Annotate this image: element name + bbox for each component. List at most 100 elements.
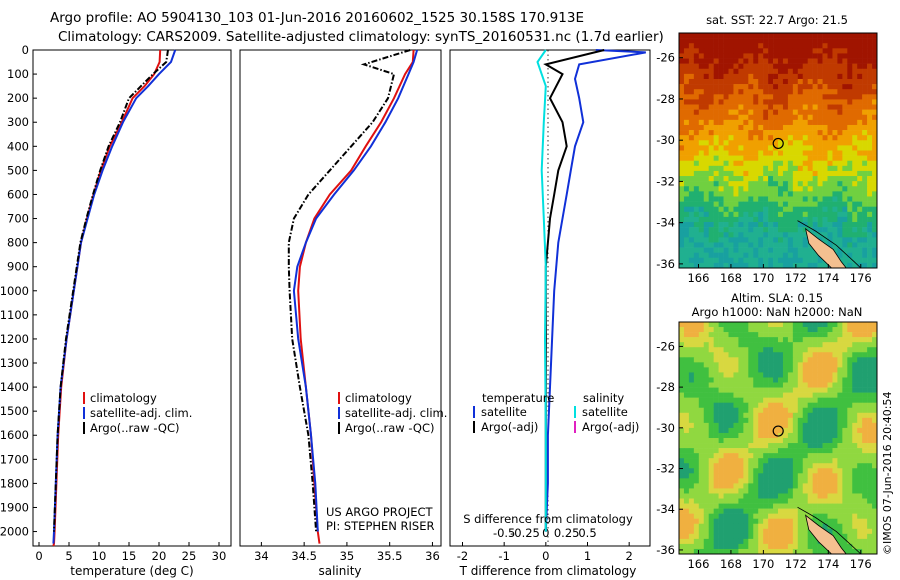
- map-cell: [837, 342, 843, 348]
- map-cell: [748, 518, 754, 525]
- map-cell: [773, 342, 779, 348]
- map-cell: [867, 43, 873, 49]
- map-cell: [763, 68, 769, 75]
- map-cell: [723, 503, 729, 509]
- map-cell: [847, 463, 853, 469]
- map-cell: [812, 412, 818, 419]
- map-cell: [872, 458, 878, 464]
- map-cell: [708, 196, 714, 202]
- map-cell: [768, 478, 774, 484]
- map-cell: [723, 104, 729, 110]
- sst-heatmap: [679, 33, 878, 269]
- map-cell: [807, 206, 813, 213]
- map-cell: [822, 33, 828, 39]
- map-cell: [852, 68, 858, 75]
- map-cell: [837, 453, 843, 459]
- map-cell: [753, 332, 759, 338]
- map-cell: [842, 206, 848, 213]
- map-cell: [807, 342, 813, 348]
- map-cell: [792, 332, 799, 338]
- map-cell: [758, 160, 764, 167]
- map-cell: [787, 257, 794, 264]
- map-cell: [733, 130, 739, 136]
- map-cell: [837, 498, 843, 504]
- map-cell: [758, 211, 764, 218]
- map-cell: [753, 422, 759, 429]
- map-cell: [723, 206, 729, 213]
- map-cell: [743, 186, 749, 192]
- map-cell: [718, 387, 724, 393]
- map-cell: [782, 503, 789, 509]
- map-cell: [708, 48, 714, 54]
- map-cell: [698, 201, 705, 207]
- map-cell: [723, 493, 729, 499]
- map-cell: [837, 412, 843, 419]
- series-line: [544, 49, 646, 532]
- map-cell: [827, 150, 833, 156]
- map-cell: [698, 427, 705, 434]
- map-cell: [832, 160, 838, 167]
- map-cell: [862, 438, 868, 444]
- map-cell: [812, 357, 818, 363]
- map-cell: [679, 352, 685, 358]
- map-cell: [763, 463, 769, 469]
- map-cell: [703, 453, 709, 459]
- map-cell: [718, 145, 724, 151]
- map-cell: [827, 473, 833, 479]
- map-cell: [748, 33, 754, 39]
- map-cell: [827, 227, 833, 233]
- map-cell: [867, 533, 873, 540]
- map-cell: [679, 518, 685, 525]
- map-cell: [862, 176, 868, 182]
- map-cell: [748, 119, 754, 126]
- map-cell: [867, 130, 873, 136]
- map-cell: [847, 342, 853, 348]
- map-cell: [778, 186, 784, 192]
- map-cell: [822, 362, 828, 368]
- map-cell: [758, 262, 764, 269]
- map-cell: [708, 63, 714, 70]
- map-cell: [872, 473, 878, 479]
- map-cell: [698, 488, 705, 494]
- map-cell: [703, 503, 709, 509]
- map-cell: [802, 124, 808, 131]
- map-cell: [847, 478, 853, 484]
- map-cell: [862, 377, 868, 383]
- map-cell: [758, 196, 764, 202]
- map-cell: [822, 78, 828, 85]
- map-cell: [718, 181, 724, 187]
- map-cell: [797, 170, 804, 177]
- map-cell: [778, 109, 784, 116]
- map-cell: [698, 473, 705, 479]
- map-cell: [822, 43, 828, 49]
- map-cell: [743, 427, 749, 434]
- map-cell: [763, 347, 769, 353]
- map-cell: [708, 412, 714, 419]
- map-cell: [748, 367, 754, 373]
- map-cell: [703, 387, 709, 393]
- map-cell: [787, 165, 794, 172]
- salinity-legend: climatology satellite-adj. clim. Argo(..…: [338, 391, 447, 435]
- map-cell: [743, 392, 749, 398]
- map-cell: [822, 432, 828, 439]
- map-cell: [703, 119, 709, 126]
- map-cell: [778, 538, 784, 545]
- map-cell: [683, 417, 690, 424]
- map-cell: [832, 48, 838, 54]
- map-cell: [817, 211, 823, 218]
- map-cell: [718, 196, 724, 202]
- map-cell: [773, 493, 779, 499]
- map-cell: [703, 201, 709, 207]
- map-cell: [832, 468, 838, 474]
- map-cell: [812, 347, 818, 353]
- map-cell: [797, 392, 804, 398]
- map-cell: [713, 327, 719, 333]
- map-cell: [679, 362, 685, 368]
- map-cell: [683, 109, 690, 116]
- map-cell: [713, 89, 719, 95]
- map-cell: [842, 528, 848, 535]
- map-cell: [748, 357, 754, 363]
- map-cell: [718, 513, 724, 519]
- map-cell: [802, 160, 808, 167]
- map-cell: [857, 196, 863, 202]
